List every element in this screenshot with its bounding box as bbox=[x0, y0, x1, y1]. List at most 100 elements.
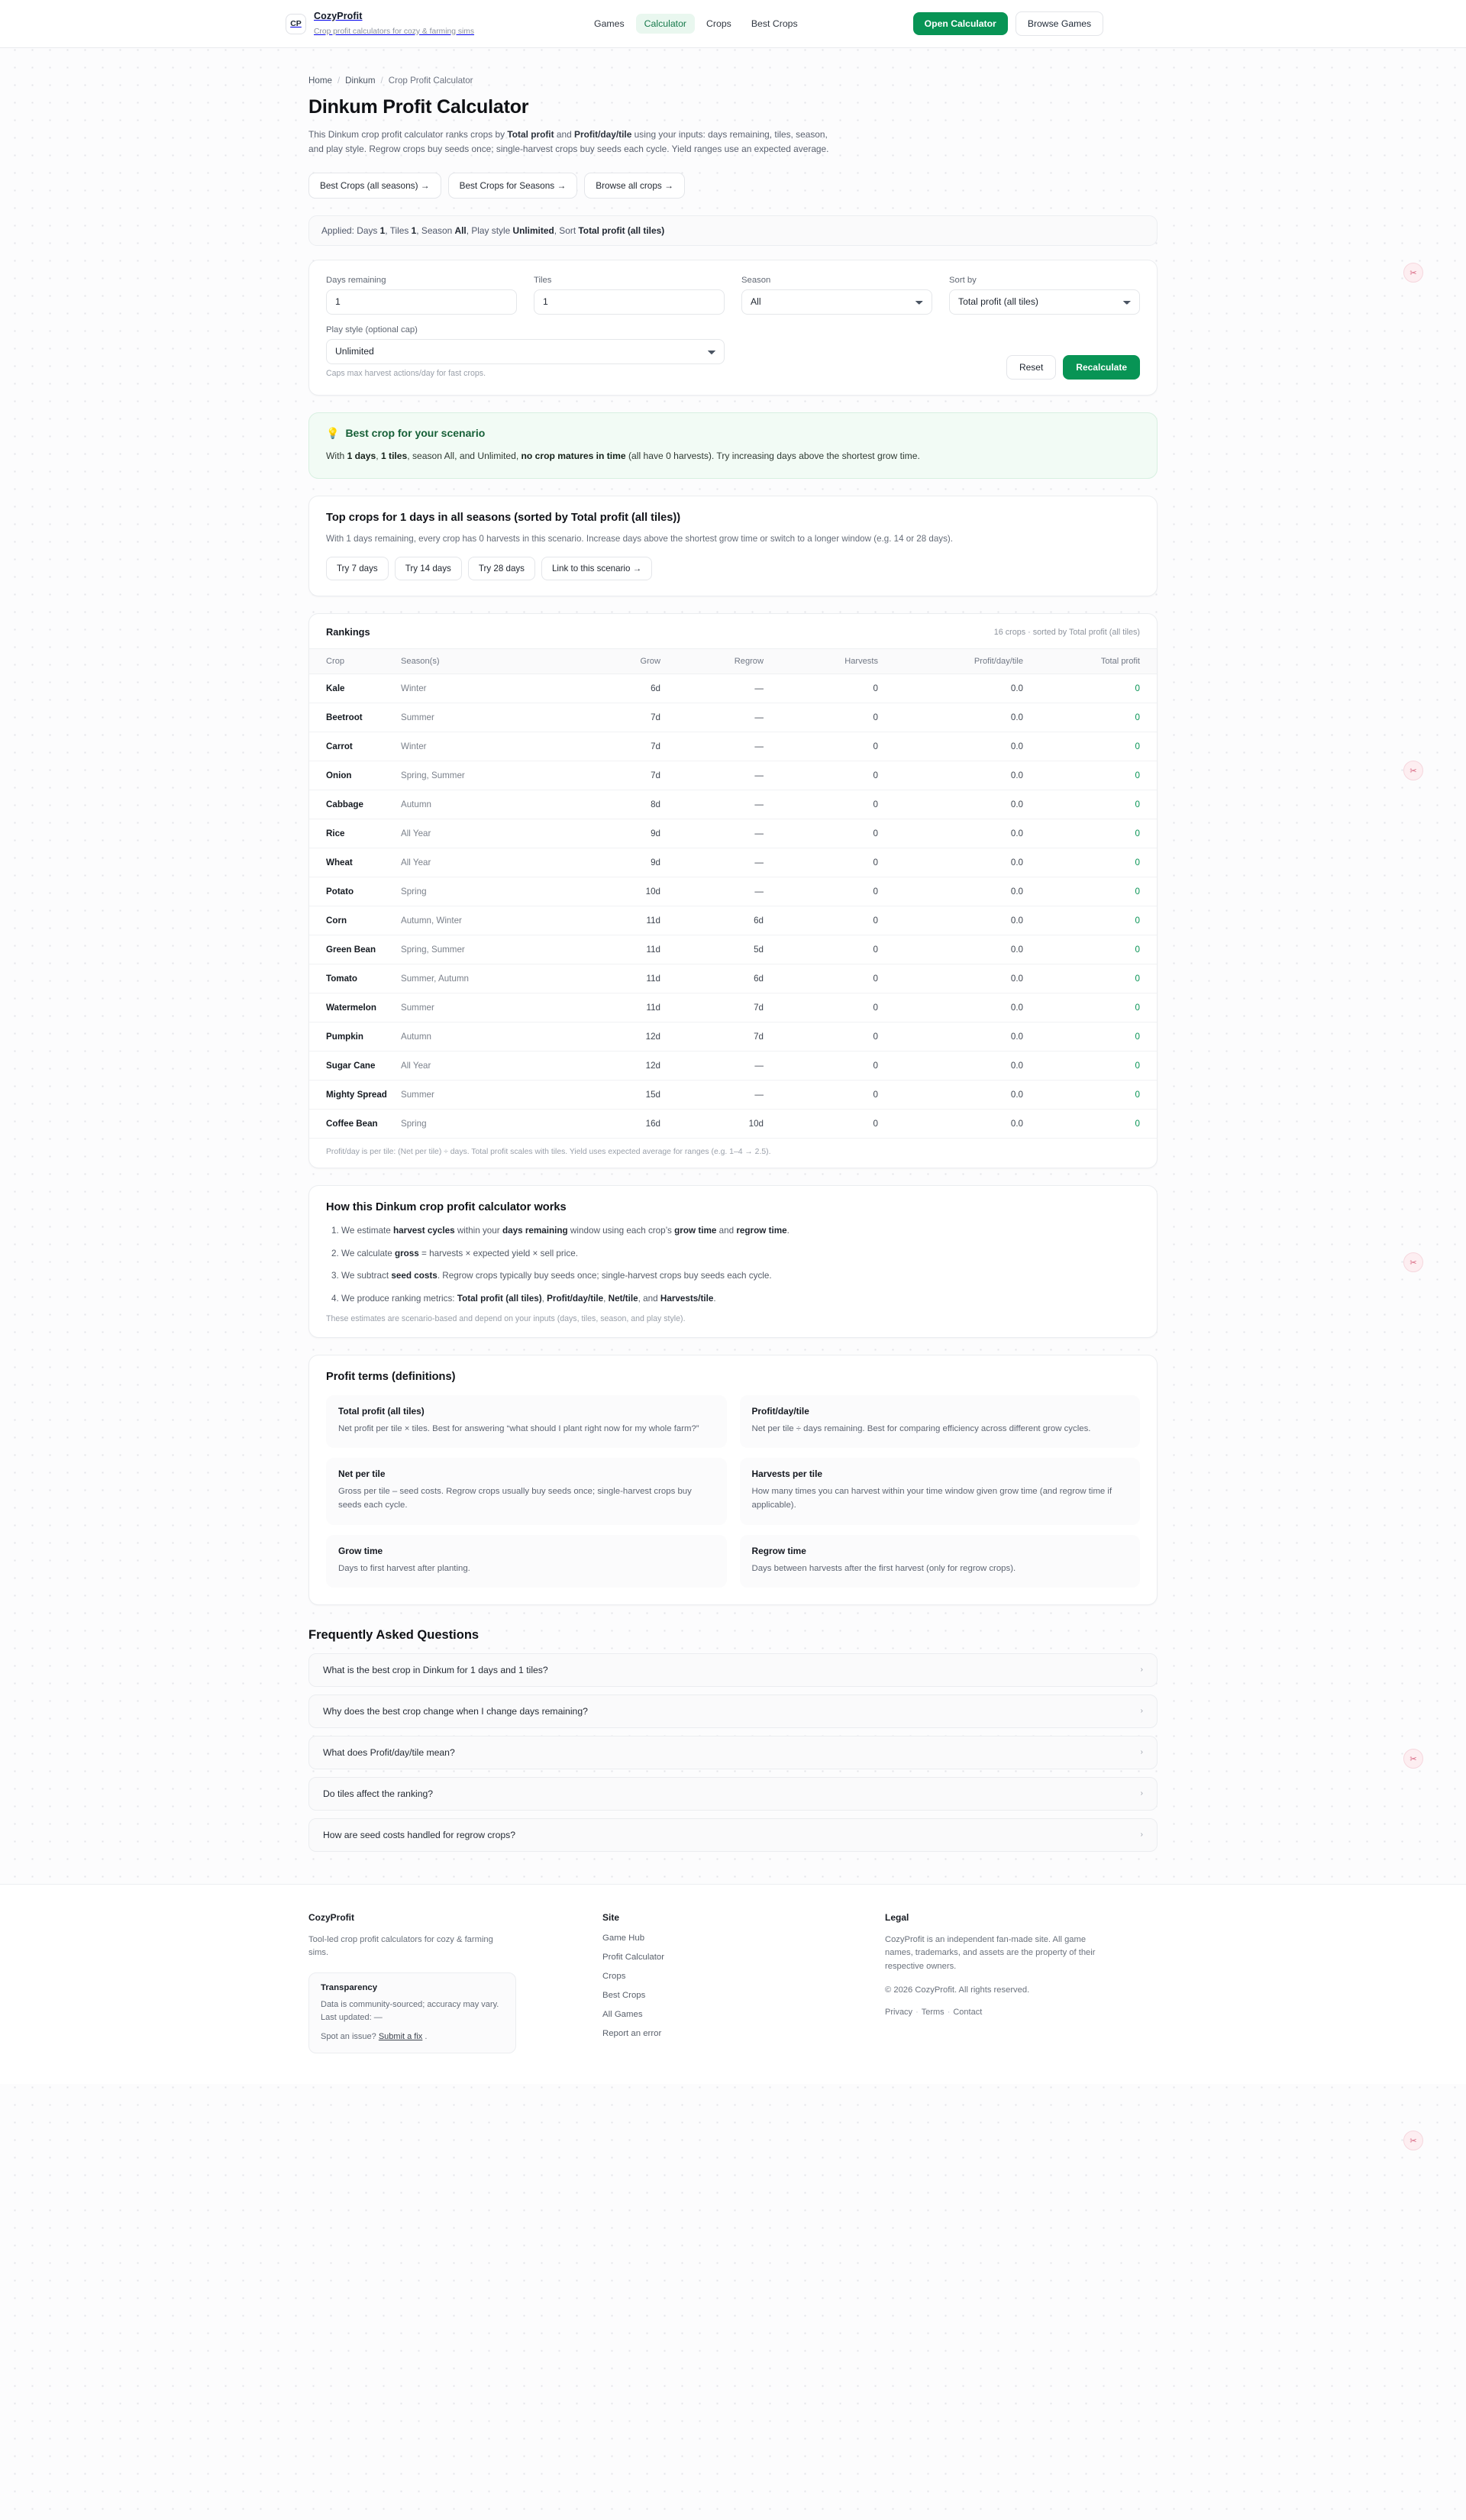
table-row[interactable]: Kale Winter 6d —0 0.0 0 bbox=[309, 674, 1157, 704]
breadcrumb-dinkum[interactable]: Dinkum bbox=[345, 76, 376, 86]
tiles-input[interactable] bbox=[534, 289, 725, 315]
col-harvests[interactable]: Harvests bbox=[764, 648, 878, 675]
col-profit-day-tile[interactable]: Profit/day/tile bbox=[878, 648, 1023, 675]
faq-list: What is the best crop in Dinkum for 1 da… bbox=[308, 1653, 1158, 1852]
cell-grow: 6d bbox=[554, 674, 660, 704]
cell-regrow: 7d bbox=[660, 1022, 764, 1052]
footer-link-report-an-error[interactable]: Report an error bbox=[602, 2028, 662, 2038]
col-regrow[interactable]: Regrow bbox=[660, 648, 764, 675]
col-grow[interactable]: Grow bbox=[554, 648, 660, 675]
table-row[interactable]: Green Bean Spring, Summer 11d 5d 0 0.0 0 bbox=[309, 935, 1157, 965]
transparency-fix-row: Spot an issue? Submit a fix . bbox=[321, 2032, 504, 2041]
table-row[interactable]: Watermelon Summer 11d 7d 0 0.0 0 bbox=[309, 993, 1157, 1023]
open-calculator-button[interactable]: Open Calculator bbox=[912, 12, 1008, 35]
footer-link-best-crops[interactable]: Best Crops bbox=[602, 1990, 646, 2000]
table-row[interactable]: Wheat All Year 9d —0 0.0 0 bbox=[309, 848, 1157, 878]
faq-item[interactable]: How are seed costs handled for regrow cr… bbox=[308, 1817, 1158, 1852]
definition-card: Profit/day/tile Net per tile ÷ days remai… bbox=[739, 1395, 1140, 1449]
cell-profit-day-tile: 0.0 bbox=[878, 848, 1023, 878]
cell-crop: Carrot bbox=[309, 732, 401, 762]
footer-brand-description: Tool-led crop profit calculators for coz… bbox=[308, 1934, 493, 1958]
breadcrumb-current: Crop Profit Calculator bbox=[388, 76, 473, 86]
footer-link-game-hub[interactable]: Game Hub bbox=[602, 1933, 645, 1943]
step-text: , and bbox=[638, 1293, 660, 1304]
cell-crop: Sugar Cane bbox=[309, 1051, 401, 1081]
best-crops-for-seasons-button[interactable]: Best Crops for Seasons → bbox=[447, 172, 578, 199]
cell-regrow: 6d bbox=[660, 906, 764, 936]
try-7-days-button[interactable]: Try 7 days bbox=[326, 557, 389, 581]
table-row[interactable]: Coffee Bean Spring 16d 10d 0 0.0 0 bbox=[309, 1110, 1157, 1139]
col-seasons[interactable]: Season(s) bbox=[401, 648, 554, 675]
nav-item-best-crops[interactable]: Best Crops bbox=[751, 18, 798, 29]
nav-item-crops[interactable]: Crops bbox=[706, 18, 731, 29]
intro-bold-total-profit: Total profit bbox=[507, 129, 554, 140]
sort-by-select[interactable]: Total profit (all tiles) bbox=[949, 289, 1140, 315]
brand-logo-link[interactable]: CP CozyProfit Crop profit calculators fo… bbox=[286, 9, 474, 38]
nav-item-calculator[interactable]: Calculator bbox=[635, 14, 696, 34]
table-row[interactable]: Mighty Spread Summer 15d —0 0.0 0 bbox=[309, 1080, 1157, 1110]
cell-harvests: 0 bbox=[764, 877, 878, 907]
col-crop[interactable]: Crop bbox=[309, 648, 401, 675]
nav-item-games[interactable]: Games bbox=[594, 18, 625, 29]
step-bold: Profit/day/tile bbox=[547, 1293, 604, 1304]
definitions-grid: Total profit (all tiles) Net profit per t… bbox=[326, 1395, 1140, 1588]
cell-total-profit: 0 bbox=[1023, 993, 1157, 1023]
faq-item[interactable]: What is the best crop in Dinkum for 1 da… bbox=[308, 1653, 1158, 1687]
cell-profit-day-tile: 0.0 bbox=[878, 877, 1023, 907]
submit-fix-prefix: Spot an issue? bbox=[321, 2032, 379, 2042]
cell-profit-day-tile: 0.0 bbox=[878, 906, 1023, 936]
table-row[interactable]: Sugar Cane All Year 12d —0 0.0 0 bbox=[309, 1051, 1157, 1081]
footer-link-crops[interactable]: Crops bbox=[602, 1971, 626, 1981]
cell-regrow: 10d bbox=[748, 1119, 764, 1129]
col-total-profit[interactable]: Total profit bbox=[1023, 648, 1157, 675]
table-row[interactable]: Beetroot Summer 7d —0 0.0 0 bbox=[309, 703, 1157, 733]
footer-link-contact[interactable]: Contact bbox=[953, 2008, 983, 2018]
breadcrumb-home[interactable]: Home bbox=[308, 76, 332, 86]
breadcrumb-separator-icon: / bbox=[337, 76, 341, 86]
recalculate-button[interactable]: Recalculate bbox=[1063, 354, 1140, 380]
table-row[interactable]: Cabbage Autumn 8d —0 0.0 0 bbox=[309, 790, 1157, 820]
footer-site-col: Site Game Hub Profit Calculator Crops Be… bbox=[602, 1912, 885, 2054]
side-sticker-icon: ✂ bbox=[1403, 2131, 1423, 2150]
callout-title-row: 💡 Best crop for your scenario bbox=[326, 427, 1140, 440]
table-row[interactable]: Corn Autumn, Winter 11d 6d 0 0.0 0 bbox=[309, 906, 1157, 936]
cell-profit-day-tile: 0.0 bbox=[1010, 1119, 1023, 1129]
applied-playstyle-value: Unlimited bbox=[512, 225, 554, 236]
faq-item[interactable]: Why does the best crop change when I cha… bbox=[308, 1694, 1158, 1728]
table-row[interactable]: Tomato Summer, Autumn 11d 6d 0 0.0 0 bbox=[309, 964, 1157, 994]
table-row[interactable]: Pumpkin Autumn 12d 7d 0 0.0 0 bbox=[309, 1022, 1157, 1052]
browse-all-crops-button[interactable]: Browse all crops → bbox=[584, 172, 685, 199]
callout-body: With 1 days, 1 tiles, season All, and Un… bbox=[326, 449, 1140, 464]
table-row[interactable]: Rice All Year 9d —0 0.0 0 bbox=[309, 819, 1157, 849]
cell-total-profit: 0 bbox=[1023, 761, 1157, 791]
footer-link-profit-calculator[interactable]: Profit Calculator bbox=[602, 1952, 665, 1962]
cell-harvests: 0 bbox=[764, 1080, 878, 1110]
rankings-title: Rankings bbox=[326, 626, 370, 638]
try-28-days-button[interactable]: Try 28 days bbox=[467, 557, 535, 581]
season-select[interactable]: All bbox=[741, 289, 932, 315]
faq-item[interactable]: What does Profit/day/tile mean? › bbox=[308, 1735, 1158, 1769]
footer-link-terms[interactable]: Terms bbox=[921, 2008, 945, 2018]
rankings-footnote: Profit/day is per tile: (Net per tile) ÷… bbox=[309, 1138, 1157, 1168]
submit-a-fix-link[interactable]: Submit a fix bbox=[378, 2032, 423, 2042]
faq-item[interactable]: Do tiles affect the ranking? › bbox=[308, 1776, 1158, 1811]
link-to-scenario-button[interactable]: Link to this scenario → bbox=[541, 557, 653, 581]
browse-games-button[interactable]: Browse Games bbox=[1015, 11, 1104, 36]
days-remaining-input[interactable] bbox=[326, 289, 517, 315]
header-actions: Open Calculator Browse Games bbox=[912, 11, 1104, 36]
cell-crop: Rice bbox=[309, 819, 401, 849]
cell-regrow: 6d bbox=[660, 964, 764, 994]
play-style-select[interactable]: Unlimited bbox=[326, 338, 725, 364]
footer-link-privacy[interactable]: Privacy bbox=[885, 2008, 913, 2018]
try-14-days-button[interactable]: Try 14 days bbox=[394, 557, 462, 581]
footer-link-all-games[interactable]: All Games bbox=[602, 2009, 643, 2019]
best-crops-all-seasons-button[interactable]: Best Crops (all seasons) → bbox=[308, 172, 441, 199]
table-row[interactable]: Potato Spring 10d —0 0.0 0 bbox=[309, 877, 1157, 907]
table-row[interactable]: Carrot Winter 7d —0 0.0 0 bbox=[309, 732, 1157, 762]
step-bold: Total profit (all tiles) bbox=[457, 1293, 542, 1304]
cell-profit-day-tile: 0.0 bbox=[878, 1022, 1023, 1052]
side-sticker-icon: ✂ bbox=[1403, 1749, 1423, 1769]
chevron-down-icon: › bbox=[1140, 1748, 1143, 1757]
reset-button[interactable]: Reset bbox=[1006, 354, 1057, 380]
table-row[interactable]: Onion Spring, Summer 7d —0 0.0 0 bbox=[309, 761, 1157, 791]
